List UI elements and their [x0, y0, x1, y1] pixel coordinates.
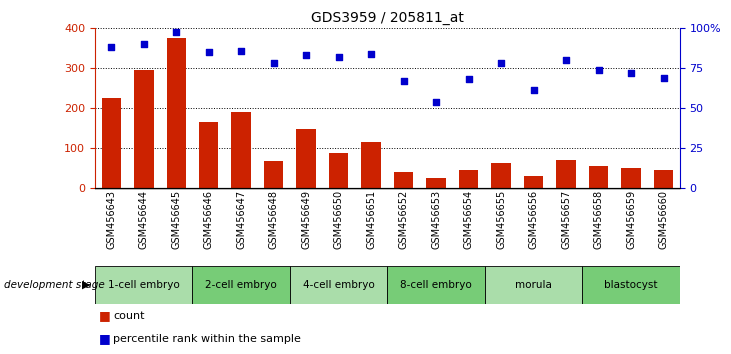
Point [105, 45, 117, 50]
Text: 1-cell embryo: 1-cell embryo [108, 280, 180, 290]
Bar [387, 266, 485, 304]
Point [366, 51, 377, 57]
Text: GSM456649: GSM456649 [301, 190, 311, 249]
Point [560, 57, 572, 63]
Bar [95, 266, 192, 304]
Text: GSM456660: GSM456660 [659, 190, 669, 249]
Point [625, 70, 637, 76]
Text: development stage: development stage [4, 280, 105, 290]
Bar [556, 160, 576, 188]
Text: 4-cell embryo: 4-cell embryo [303, 280, 374, 290]
Bar [583, 266, 680, 304]
Text: GSM456653: GSM456653 [431, 190, 442, 249]
Bar [264, 161, 284, 188]
Point [235, 48, 247, 53]
Bar [394, 172, 414, 188]
Text: GSM456648: GSM456648 [269, 190, 279, 249]
Text: GSM456658: GSM456658 [594, 190, 604, 249]
Point [170, 29, 182, 34]
Point [496, 61, 507, 66]
Bar [459, 170, 478, 188]
Point [203, 50, 215, 55]
Text: GSM456644: GSM456644 [139, 190, 149, 249]
Bar [192, 266, 290, 304]
Text: morula: morula [515, 280, 552, 290]
Bar [485, 266, 583, 304]
Point [300, 53, 312, 58]
Text: GSM456650: GSM456650 [333, 190, 344, 249]
Bar [167, 38, 186, 188]
Point [398, 78, 409, 84]
Point [593, 67, 605, 73]
Bar [654, 170, 673, 188]
Bar [589, 166, 608, 188]
Bar [199, 122, 219, 188]
Title: GDS3959 / 205811_at: GDS3959 / 205811_at [311, 11, 464, 24]
Point [431, 99, 442, 104]
Point [333, 54, 344, 60]
Text: ▶: ▶ [82, 280, 91, 290]
Point [138, 41, 150, 47]
Bar [102, 98, 121, 188]
Bar [524, 176, 543, 188]
Point [268, 61, 279, 66]
Text: ■: ■ [99, 309, 110, 322]
Text: GSM456647: GSM456647 [236, 190, 246, 249]
Text: 8-cell embryo: 8-cell embryo [401, 280, 472, 290]
Text: GSM456646: GSM456646 [204, 190, 213, 249]
Bar [426, 178, 446, 188]
Text: blastocyst: blastocyst [605, 280, 658, 290]
Text: GSM456655: GSM456655 [496, 190, 506, 249]
Bar [134, 70, 154, 188]
Bar [491, 163, 511, 188]
Text: GSM456657: GSM456657 [561, 190, 571, 249]
Point [658, 75, 670, 81]
Text: GSM456656: GSM456656 [529, 190, 539, 249]
Bar [621, 168, 641, 188]
Bar [290, 266, 387, 304]
Bar [297, 129, 316, 188]
Point [463, 76, 474, 82]
Text: GSM456659: GSM456659 [626, 190, 636, 249]
Bar [361, 142, 381, 188]
Text: GSM456643: GSM456643 [106, 190, 116, 249]
Text: GSM456654: GSM456654 [463, 190, 474, 249]
Text: GSM456652: GSM456652 [398, 190, 409, 249]
Bar [232, 112, 251, 188]
Text: 2-cell embryo: 2-cell embryo [205, 280, 277, 290]
Text: count: count [113, 311, 145, 321]
Text: ■: ■ [99, 332, 110, 346]
Text: GSM456645: GSM456645 [171, 190, 181, 249]
Bar [329, 153, 349, 188]
Text: percentile rank within the sample: percentile rank within the sample [113, 334, 301, 344]
Point [528, 88, 539, 93]
Text: GSM456651: GSM456651 [366, 190, 376, 249]
